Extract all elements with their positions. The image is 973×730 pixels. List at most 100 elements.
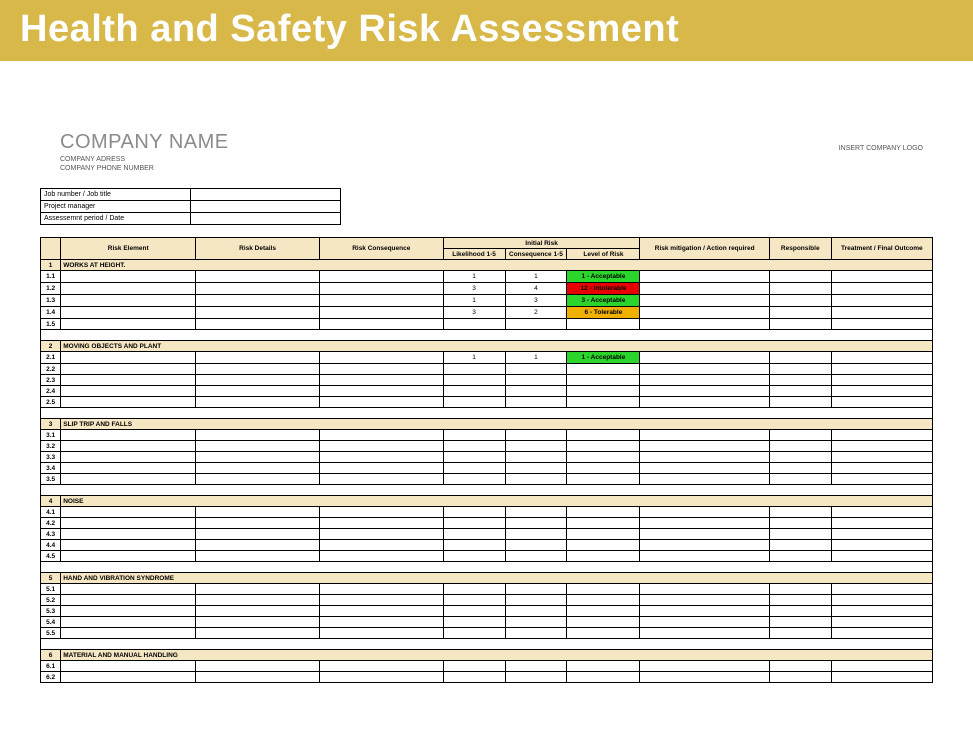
consequence-cell[interactable]	[505, 319, 567, 330]
consequence-cell[interactable]	[505, 397, 567, 408]
cell[interactable]	[61, 584, 196, 595]
cell[interactable]	[640, 441, 769, 452]
cell[interactable]	[769, 617, 831, 628]
cell[interactable]	[61, 617, 196, 628]
cell[interactable]	[61, 551, 196, 562]
cell[interactable]	[640, 628, 769, 639]
cell[interactable]	[640, 271, 769, 283]
cell[interactable]	[319, 606, 443, 617]
cell[interactable]	[61, 507, 196, 518]
risk-level-cell[interactable]	[567, 375, 640, 386]
cell[interactable]	[319, 661, 443, 672]
meta-value[interactable]	[191, 201, 341, 213]
risk-level-cell[interactable]	[567, 584, 640, 595]
likelihood-cell[interactable]	[443, 518, 505, 529]
risk-level-cell[interactable]	[567, 606, 640, 617]
likelihood-cell[interactable]	[443, 463, 505, 474]
cell[interactable]	[769, 595, 831, 606]
cell[interactable]	[319, 386, 443, 397]
cell[interactable]	[831, 474, 932, 485]
cell[interactable]	[61, 364, 196, 375]
cell[interactable]	[196, 295, 320, 307]
cell[interactable]	[769, 283, 831, 295]
cell[interactable]	[640, 397, 769, 408]
likelihood-cell[interactable]	[443, 661, 505, 672]
cell[interactable]	[61, 529, 196, 540]
cell[interactable]	[640, 551, 769, 562]
cell[interactable]	[196, 375, 320, 386]
cell[interactable]	[640, 595, 769, 606]
cell[interactable]	[61, 352, 196, 364]
cell[interactable]	[196, 397, 320, 408]
cell[interactable]	[769, 319, 831, 330]
cell[interactable]	[831, 661, 932, 672]
risk-level-cell[interactable]	[567, 551, 640, 562]
cell[interactable]	[831, 430, 932, 441]
cell[interactable]	[196, 386, 320, 397]
risk-level-cell[interactable]	[567, 364, 640, 375]
likelihood-cell[interactable]: 1	[443, 271, 505, 283]
cell[interactable]	[769, 661, 831, 672]
cell[interactable]	[61, 661, 196, 672]
cell[interactable]	[196, 595, 320, 606]
cell[interactable]	[319, 271, 443, 283]
likelihood-cell[interactable]	[443, 606, 505, 617]
cell[interactable]	[319, 628, 443, 639]
likelihood-cell[interactable]: 3	[443, 283, 505, 295]
cell[interactable]	[319, 397, 443, 408]
likelihood-cell[interactable]: 1	[443, 295, 505, 307]
consequence-cell[interactable]	[505, 452, 567, 463]
likelihood-cell[interactable]	[443, 584, 505, 595]
consequence-cell[interactable]	[505, 606, 567, 617]
cell[interactable]	[319, 617, 443, 628]
cell[interactable]	[196, 307, 320, 319]
meta-value[interactable]	[191, 189, 341, 201]
cell[interactable]	[769, 375, 831, 386]
consequence-cell[interactable]	[505, 584, 567, 595]
cell[interactable]	[831, 540, 932, 551]
cell[interactable]	[769, 672, 831, 683]
consequence-cell[interactable]	[505, 441, 567, 452]
cell[interactable]	[196, 606, 320, 617]
cell[interactable]	[831, 518, 932, 529]
consequence-cell[interactable]	[505, 661, 567, 672]
likelihood-cell[interactable]	[443, 430, 505, 441]
cell[interactable]	[831, 463, 932, 474]
cell[interactable]	[196, 463, 320, 474]
cell[interactable]	[319, 319, 443, 330]
cell[interactable]	[61, 474, 196, 485]
risk-level-cell[interactable]	[567, 672, 640, 683]
cell[interactable]	[640, 474, 769, 485]
cell[interactable]	[769, 397, 831, 408]
cell[interactable]	[831, 319, 932, 330]
cell[interactable]	[831, 386, 932, 397]
cell[interactable]	[640, 283, 769, 295]
cell[interactable]	[831, 271, 932, 283]
cell[interactable]	[196, 584, 320, 595]
cell[interactable]	[769, 518, 831, 529]
cell[interactable]	[769, 386, 831, 397]
cell[interactable]	[196, 474, 320, 485]
cell[interactable]	[319, 307, 443, 319]
risk-level-cell[interactable]	[567, 386, 640, 397]
cell[interactable]	[61, 452, 196, 463]
risk-level-cell[interactable]: 1 - Acceptable	[567, 352, 640, 364]
cell[interactable]	[640, 452, 769, 463]
cell[interactable]	[640, 540, 769, 551]
likelihood-cell[interactable]	[443, 386, 505, 397]
cell[interactable]	[640, 364, 769, 375]
cell[interactable]	[831, 295, 932, 307]
likelihood-cell[interactable]	[443, 672, 505, 683]
cell[interactable]	[61, 540, 196, 551]
cell[interactable]	[831, 628, 932, 639]
cell[interactable]	[196, 540, 320, 551]
risk-level-cell[interactable]	[567, 463, 640, 474]
cell[interactable]	[196, 551, 320, 562]
cell[interactable]	[831, 672, 932, 683]
cell[interactable]	[831, 441, 932, 452]
cell[interactable]	[319, 441, 443, 452]
cell[interactable]	[769, 551, 831, 562]
cell[interactable]	[640, 307, 769, 319]
consequence-cell[interactable]	[505, 617, 567, 628]
cell[interactable]	[196, 352, 320, 364]
